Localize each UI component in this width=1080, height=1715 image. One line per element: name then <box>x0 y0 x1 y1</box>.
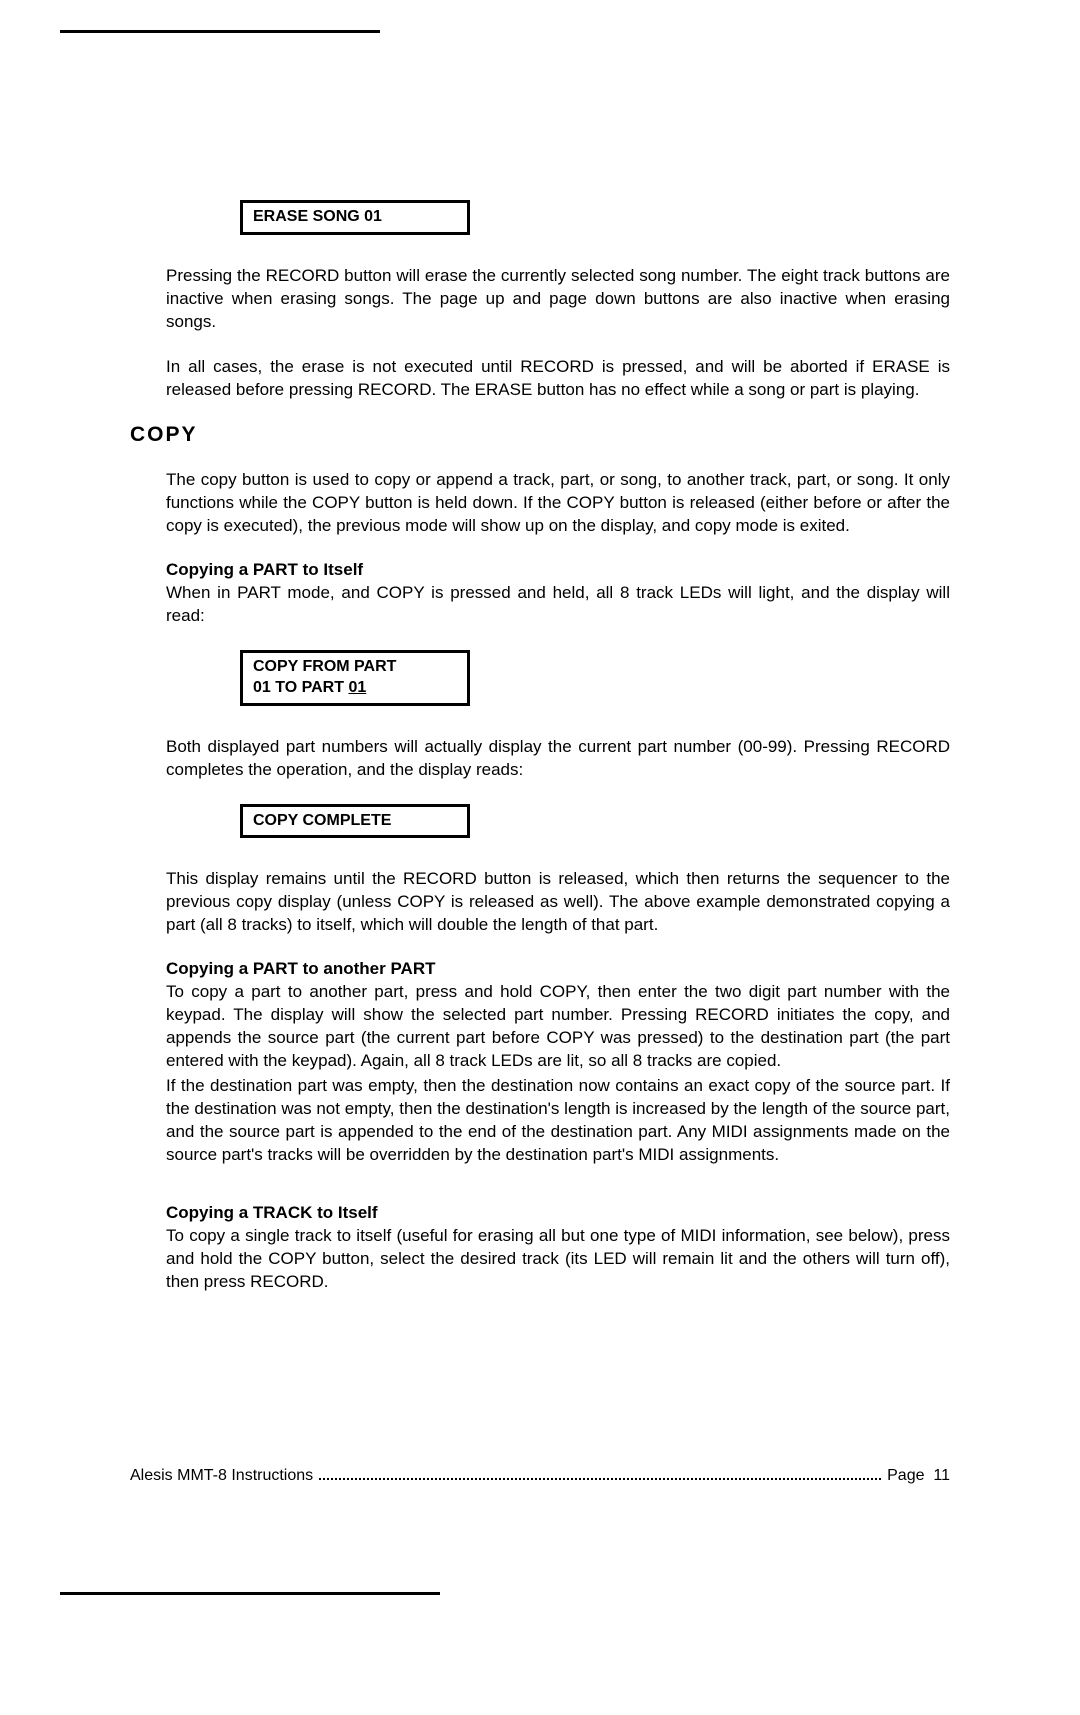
footer-page: Page 11 <box>887 1467 950 1485</box>
footer-dots <box>319 1478 881 1480</box>
top-rule <box>60 30 380 33</box>
paragraph-part-itself: When in PART mode, and COPY is pressed a… <box>166 582 950 628</box>
display-erase-song: ERASE SONG 01 <box>240 200 470 235</box>
paragraph-part-another-2: If the destination part was empty, then … <box>166 1075 950 1167</box>
subheading-part-itself: Copying a PART to Itself <box>166 560 950 580</box>
copy-from-line2b: 01 <box>348 679 366 696</box>
heading-copy: COPY <box>130 423 950 447</box>
footer-page-number: 11 <box>933 1467 950 1484</box>
display-copy-complete: COPY COMPLETE <box>240 804 470 839</box>
paragraph-erase-1: Pressing the RECORD button will erase th… <box>166 265 950 334</box>
paragraph-track-itself: To copy a single track to itself (useful… <box>166 1225 950 1294</box>
subheading-part-another: Copying a PART to another PART <box>166 959 950 979</box>
paragraph-copy-intro: The copy button is used to copy or appen… <box>166 469 950 538</box>
copy-from-line2a: 01 TO PART <box>253 679 348 696</box>
paragraph-part-another-1: To copy a part to another part, press an… <box>166 981 950 1073</box>
copy-from-line1: COPY FROM PART <box>253 658 396 675</box>
display-copy-from: COPY FROM PART 01 TO PART 01 <box>240 650 470 706</box>
subheading-track-itself: Copying a TRACK to Itself <box>166 1203 950 1223</box>
bottom-rule <box>60 1592 440 1595</box>
footer: Alesis MMT-8 Instructions Page 11 <box>130 1467 950 1485</box>
paragraph-display-remains: This display remains until the RECORD bu… <box>166 868 950 937</box>
footer-page-label: Page <box>887 1467 924 1484</box>
paragraph-erase-2: In all cases, the erase is not executed … <box>166 356 950 402</box>
footer-title: Alesis MMT-8 Instructions <box>130 1467 313 1485</box>
paragraph-both-displayed: Both displayed part numbers will actuall… <box>166 736 950 782</box>
